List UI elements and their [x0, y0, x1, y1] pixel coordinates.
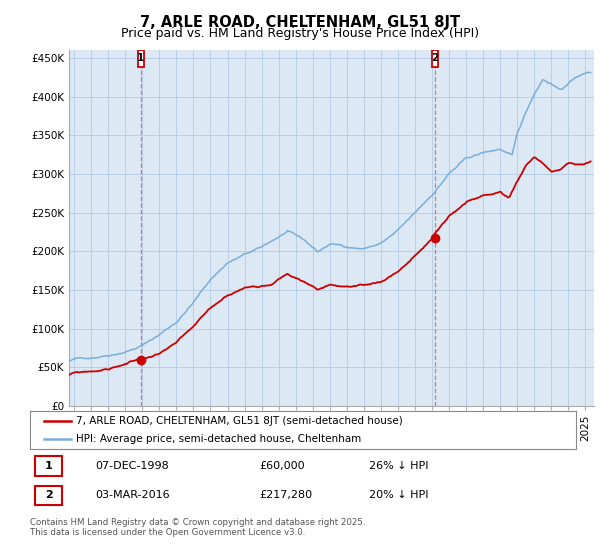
Text: £217,280: £217,280 [259, 491, 313, 501]
Text: 03-MAR-2016: 03-MAR-2016 [95, 491, 170, 501]
Text: 2: 2 [431, 53, 439, 63]
Text: 1: 1 [137, 53, 145, 63]
Text: 7, ARLE ROAD, CHELTENHAM, GL51 8JT: 7, ARLE ROAD, CHELTENHAM, GL51 8JT [140, 15, 460, 30]
Text: 26% ↓ HPI: 26% ↓ HPI [368, 461, 428, 471]
FancyBboxPatch shape [138, 50, 144, 67]
Text: 2: 2 [44, 491, 52, 501]
Text: 7, ARLE ROAD, CHELTENHAM, GL51 8JT (semi-detached house): 7, ARLE ROAD, CHELTENHAM, GL51 8JT (semi… [76, 416, 403, 426]
Text: 07-DEC-1998: 07-DEC-1998 [95, 461, 169, 471]
FancyBboxPatch shape [35, 456, 62, 475]
Text: 1: 1 [44, 461, 52, 471]
Text: Price paid vs. HM Land Registry's House Price Index (HPI): Price paid vs. HM Land Registry's House … [121, 27, 479, 40]
Text: £60,000: £60,000 [259, 461, 305, 471]
Text: HPI: Average price, semi-detached house, Cheltenham: HPI: Average price, semi-detached house,… [76, 434, 362, 444]
FancyBboxPatch shape [35, 486, 62, 505]
FancyBboxPatch shape [432, 50, 438, 67]
Text: Contains HM Land Registry data © Crown copyright and database right 2025.
This d: Contains HM Land Registry data © Crown c… [30, 518, 365, 538]
Text: 20% ↓ HPI: 20% ↓ HPI [368, 491, 428, 501]
